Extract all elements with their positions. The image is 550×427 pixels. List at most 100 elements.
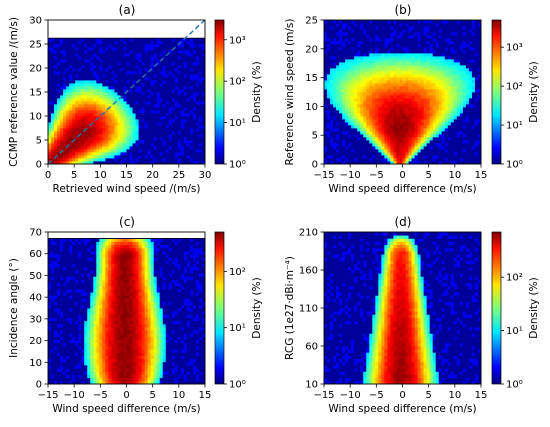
- heatmap-cell: [399, 23, 403, 27]
- heatmap-cell: [453, 95, 458, 99]
- heatmap-cell: [351, 86, 355, 90]
- heatmap-cell: [114, 38, 118, 42]
- heatmap-cell: [120, 47, 124, 51]
- heatmap-cell: [87, 149, 91, 153]
- heatmap-cell: [369, 107, 373, 111]
- heatmap-cell: [417, 53, 422, 57]
- heatmap-cell: [327, 131, 331, 135]
- heatmap-cell: [381, 29, 385, 33]
- heatmap-cell: [72, 110, 76, 114]
- heatmap-cell: [60, 116, 64, 120]
- heatmap-cell: [75, 68, 79, 72]
- heatmap-cell: [393, 95, 397, 99]
- heatmap-cell: [144, 56, 149, 60]
- heatmap-cell: [60, 279, 64, 284]
- heatmap-cell: [72, 116, 76, 120]
- heatmap-cell: [396, 158, 400, 162]
- heatmap-cell: [165, 44, 170, 48]
- heatmap-cell: [168, 149, 173, 153]
- y-tick-label: 15: [29, 88, 42, 99]
- heatmap-cell: [75, 155, 79, 159]
- heatmap-cell: [453, 122, 458, 126]
- heatmap-cell: [111, 74, 115, 78]
- heatmap-cell: [468, 32, 473, 36]
- heatmap-cell: [456, 152, 461, 156]
- heatmap-cell: [135, 95, 139, 99]
- heatmap-cell: [78, 41, 82, 45]
- heatmap-cell: [72, 50, 76, 54]
- heatmap-cell: [57, 273, 61, 277]
- heatmap-cell: [333, 50, 337, 54]
- heatmap-cell: [330, 86, 334, 90]
- heatmap-cell: [99, 107, 103, 111]
- heatmap-cell: [324, 44, 328, 48]
- heatmap-cell: [405, 98, 409, 102]
- heatmap-cell: [96, 155, 100, 159]
- heatmap-cell: [411, 119, 415, 123]
- heatmap-cell: [339, 47, 343, 51]
- heatmap-cell: [477, 26, 482, 30]
- heatmap-cell: [396, 113, 400, 117]
- heatmap-cell: [381, 95, 385, 99]
- heatmap-cell: [51, 266, 55, 271]
- heatmap-cell: [369, 68, 373, 72]
- heatmap-cell: [105, 113, 109, 117]
- heatmap-cell: [351, 23, 355, 27]
- heatmap-cell: [411, 44, 415, 48]
- heatmap-cell: [402, 68, 406, 72]
- heatmap-cell: [408, 20, 412, 24]
- heatmap-cell: [168, 38, 173, 42]
- heatmap-cell: [129, 77, 133, 81]
- heatmap-cell: [135, 83, 139, 87]
- heatmap-cell: [87, 140, 91, 144]
- heatmap-cell: [390, 50, 394, 54]
- heatmap-cell: [165, 56, 170, 60]
- heatmap-cell: [360, 131, 364, 135]
- heatmap-cell: [60, 333, 64, 337]
- heatmap-cell: [144, 101, 149, 105]
- heatmap-cell: [72, 104, 76, 108]
- heatmap-cell: [363, 74, 367, 78]
- heatmap-cell: [189, 137, 194, 141]
- heatmap-cell: [93, 56, 97, 60]
- heatmap-cell: [405, 38, 409, 42]
- heatmap-cell: [381, 86, 385, 90]
- heatmap-cell: [162, 86, 167, 90]
- heatmap-cell: [438, 131, 443, 135]
- heatmap-cell: [471, 20, 476, 24]
- heatmap-cell: [51, 59, 55, 63]
- heatmap-cell: [171, 44, 176, 48]
- heatmap-cell: [66, 44, 70, 48]
- heatmap-cell: [87, 125, 91, 129]
- heatmap-cell: [81, 41, 85, 45]
- heatmap-cell: [384, 50, 388, 54]
- heatmap-cell: [369, 98, 373, 102]
- heatmap-cell: [351, 122, 355, 126]
- heatmap-cell: [75, 41, 79, 45]
- colorbar-tick-label: 10²: [229, 77, 246, 88]
- heatmap-cell: [57, 95, 61, 99]
- heatmap-cell: [450, 44, 455, 48]
- heatmap-cell: [75, 74, 79, 78]
- heatmap-cell: [96, 50, 100, 54]
- heatmap-cell: [363, 89, 367, 93]
- heatmap-cell: [48, 311, 52, 315]
- heatmap-cell: [72, 77, 76, 81]
- heatmap-cell: [456, 131, 461, 135]
- heatmap-cell: [387, 38, 391, 42]
- heatmap-cell: [150, 128, 155, 132]
- heatmap-cell: [183, 128, 188, 132]
- heatmap-cell: [57, 134, 61, 138]
- heatmap-cell: [135, 50, 139, 54]
- heatmap-cell: [327, 158, 331, 162]
- heatmap-cell: [102, 89, 106, 93]
- heatmap-cell: [411, 152, 415, 156]
- heatmap-cell: [156, 38, 161, 42]
- heatmap-cell: [99, 140, 103, 144]
- heatmap-cell: [411, 65, 415, 69]
- heatmap-cell: [396, 125, 400, 129]
- heatmap-cell: [438, 53, 443, 57]
- heatmap-cell: [198, 107, 203, 111]
- heatmap-cell: [474, 122, 479, 126]
- heatmap-cell: [354, 65, 358, 69]
